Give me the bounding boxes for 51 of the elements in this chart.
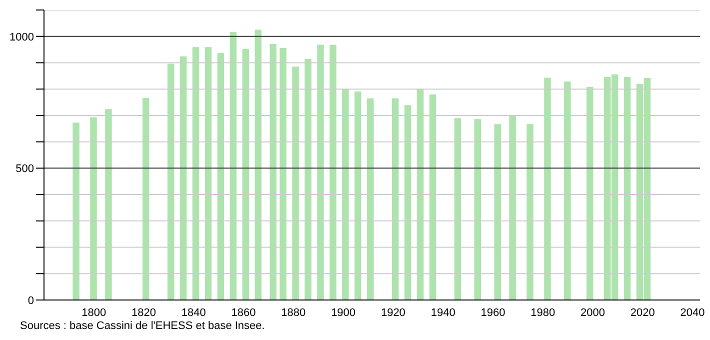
bar [330, 44, 336, 300]
bar [586, 86, 594, 300]
bar [564, 81, 571, 300]
x-tick-label: 1860 [231, 306, 256, 319]
bar [509, 115, 516, 300]
x-tick-label: 1820 [132, 306, 156, 319]
bar [526, 124, 534, 300]
y-tick-label: 1000 [10, 31, 34, 44]
bar [429, 94, 436, 300]
bar [217, 52, 224, 300]
y-tick-label: 0 [28, 294, 34, 307]
x-tick-label: 1800 [82, 306, 106, 319]
bar [90, 117, 97, 300]
bar [270, 44, 276, 300]
bar [167, 64, 174, 300]
x-tick-label: 1840 [181, 306, 206, 319]
bar [544, 78, 551, 300]
bar [292, 66, 299, 300]
bar [624, 76, 631, 300]
bar [180, 56, 187, 300]
bar [474, 119, 481, 300]
bar [494, 124, 501, 300]
bar [354, 91, 362, 300]
bar [367, 98, 374, 300]
x-tick-label: 1940 [430, 306, 456, 319]
x-tick-label: 2040 [680, 306, 705, 319]
bar [392, 98, 399, 300]
bar [142, 98, 150, 300]
bar [192, 47, 200, 300]
bar [72, 122, 80, 300]
bar [280, 48, 286, 300]
x-tick-label: 1980 [530, 306, 556, 319]
bar [454, 118, 462, 300]
x-tick-label: 1960 [480, 306, 506, 319]
x-tick-label: 1920 [380, 306, 406, 319]
x-tick-label: 2020 [630, 306, 655, 319]
y-tick-label: 500 [16, 163, 34, 176]
bar [204, 47, 212, 300]
x-tick-label: 1900 [331, 306, 356, 319]
bar [105, 109, 112, 300]
bar [404, 105, 412, 300]
bar [242, 49, 250, 300]
x-tick-label: 2000 [580, 306, 605, 319]
source-note: Sources : base Cassini de l'EHESS et base Insee. [20, 320, 265, 332]
bar [317, 44, 324, 300]
bar [416, 89, 424, 300]
x-tick-label: 1880 [281, 306, 306, 319]
bar [254, 30, 262, 300]
bar [304, 59, 312, 300]
bar [342, 89, 349, 300]
bar [230, 32, 237, 300]
